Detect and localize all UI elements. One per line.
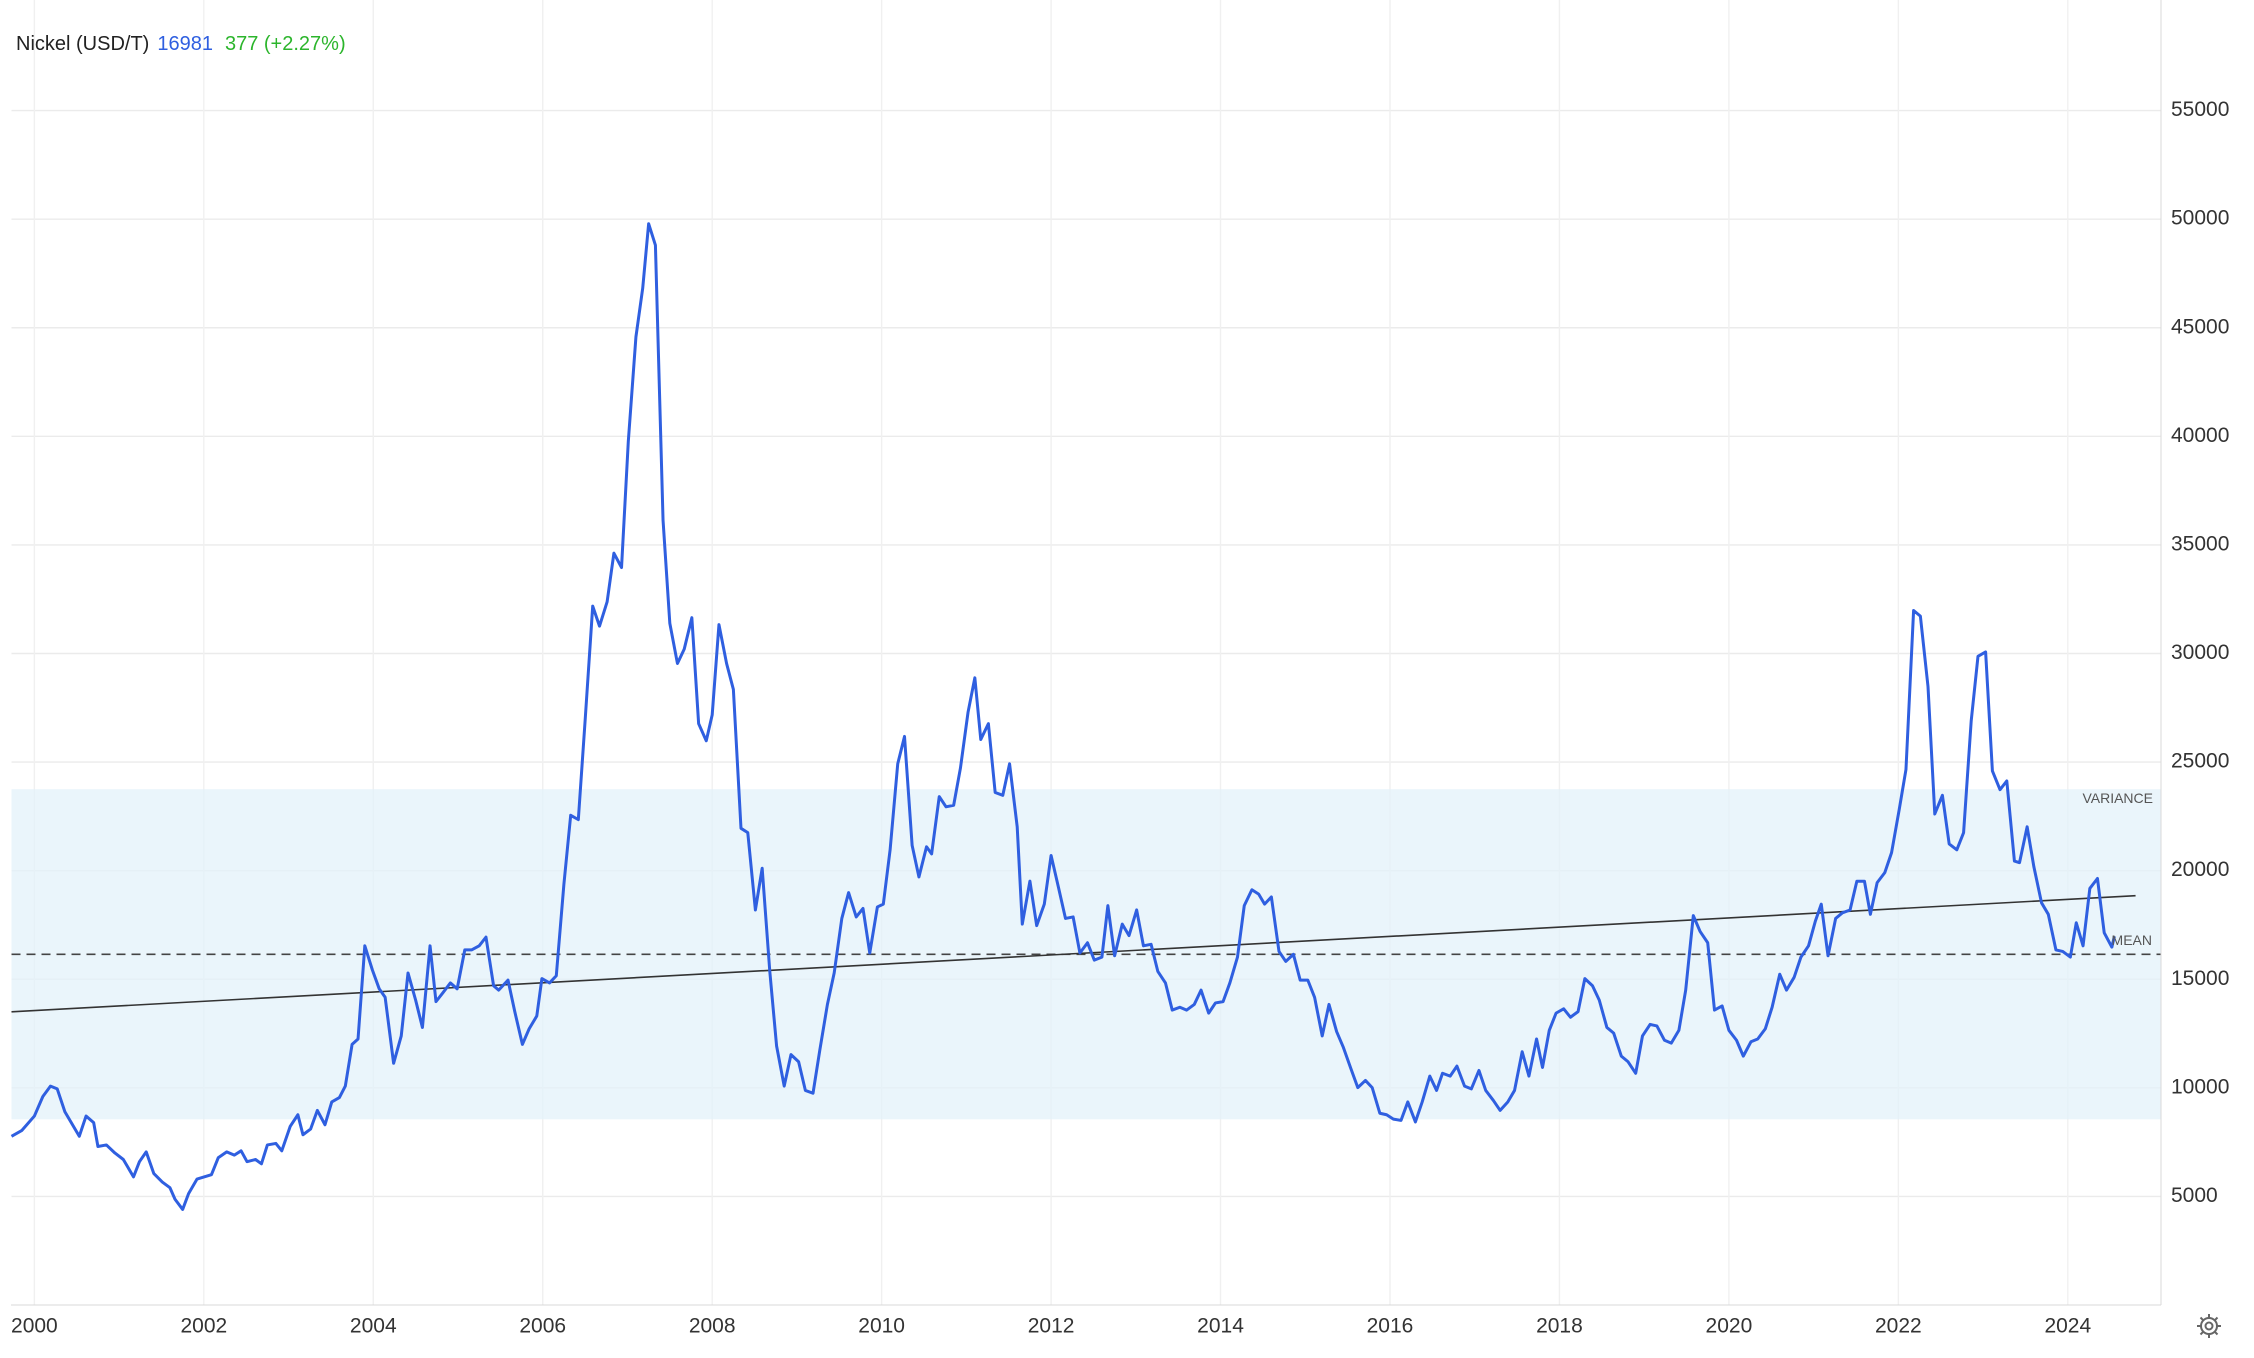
y-tick-label: 45000 (2171, 315, 2229, 338)
price-change: 377 (+2.27%) (225, 33, 346, 55)
x-tick-label: 2020 (1706, 1315, 1753, 1338)
y-tick-label: 50000 (2171, 207, 2229, 230)
x-tick-label: 2002 (180, 1315, 227, 1338)
gear-hub (2204, 1321, 2214, 1331)
y-tick-label: 10000 (2171, 1075, 2229, 1098)
variance-label: VARIANCE (2082, 790, 2153, 806)
gear-teeth (2197, 1314, 2221, 1338)
x-tick-label: 2000 (11, 1315, 58, 1338)
marks (10, 222, 2136, 1211)
x-tick-label: 2014 (1197, 1315, 1244, 1338)
x-tick-label: 2018 (1536, 1315, 1583, 1338)
x-tick-label: 2022 (1875, 1315, 1922, 1338)
x-tick-label: 2016 (1367, 1315, 1414, 1338)
x-tick-label: 2010 (858, 1315, 905, 1338)
y-tick-label: 40000 (2171, 424, 2229, 447)
header: Nickel (USD/T) 16981 377 (+2.27%) (16, 33, 346, 55)
x-tick-label: 2024 (2044, 1315, 2091, 1338)
x-tick-label: 2008 (689, 1315, 736, 1338)
x-tick-label: 2012 (1028, 1315, 1075, 1338)
y-tick-label: 25000 (2171, 750, 2229, 773)
y-tick-label: 30000 (2171, 641, 2229, 664)
y-tick-label: 55000 (2171, 98, 2229, 121)
labels: 5000 10000 15000 20000 25000 30000 35000 40000 4… (11, 98, 2229, 1337)
x-tick-label: 2004 (350, 1315, 397, 1338)
x-tick-label: 2006 (519, 1315, 566, 1338)
trend-line (11, 894, 2136, 1013)
y-tick-label: 20000 (2171, 858, 2229, 881)
y-tick-label: 15000 (2171, 967, 2229, 990)
bands (11, 789, 2161, 1120)
y-tick-label: 5000 (2171, 1184, 2218, 1207)
chart-title: Nickel (USD/T) (16, 33, 149, 55)
mean-label: MEAN (2112, 932, 2152, 948)
y-tick-label: 35000 (2171, 532, 2229, 555)
settings-icon[interactable] (2197, 1314, 2221, 1338)
last-price: 16981 (157, 33, 213, 55)
price-line (10, 222, 2116, 1211)
